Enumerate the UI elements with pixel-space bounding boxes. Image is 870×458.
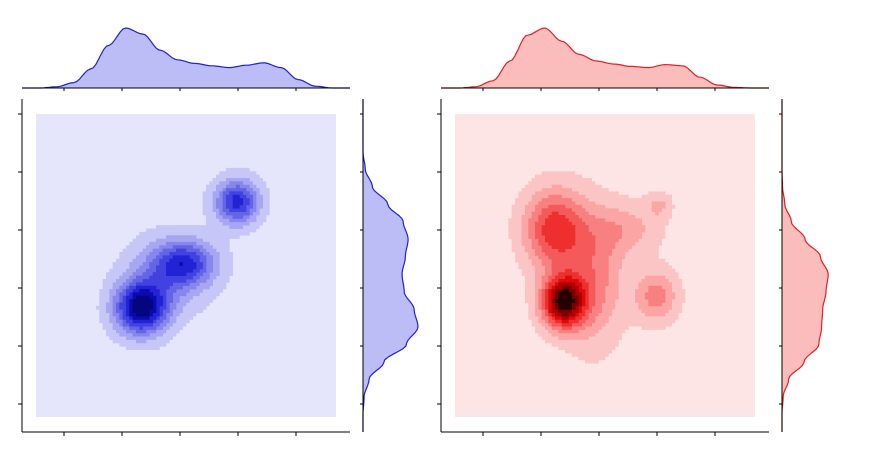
- jointplot-0: [18, 27, 419, 436]
- marginal-x-density-line: [22, 27, 350, 89]
- marginal-x-density-line: [441, 27, 769, 89]
- marginal-y-density-fill: [363, 99, 418, 432]
- marginal-x-density-fill: [22, 28, 350, 88]
- kde-level-6: [125, 194, 244, 324]
- kde-level-8: [132, 295, 154, 317]
- marginal-y-density-fill: [782, 99, 829, 432]
- jointplot-1: [437, 27, 829, 436]
- kde-level-9: [555, 289, 576, 310]
- marginal-x-density-fill: [441, 28, 769, 88]
